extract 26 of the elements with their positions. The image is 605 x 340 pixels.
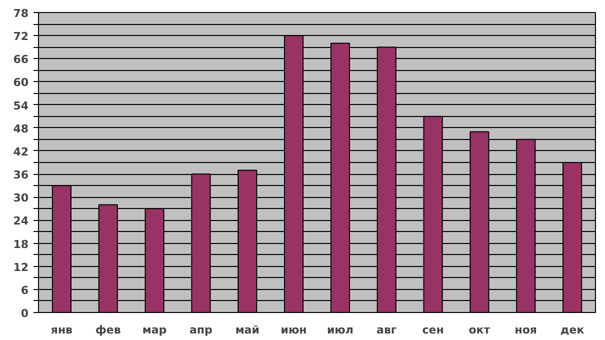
y-tick-label: 48 [13, 122, 29, 136]
y-tick-label: 78 [13, 7, 29, 20]
y-tick-label: 24 [13, 214, 29, 228]
x-tick-label: мар [142, 324, 167, 336]
y-tick-label: 18 [13, 238, 29, 251]
x-tick-label: фев [95, 324, 121, 336]
y-tick-label: 6 [20, 284, 29, 297]
x-tick-label: ноя [514, 324, 537, 336]
y-tick-label: 54 [13, 99, 29, 112]
x-tick-label: окт [468, 324, 491, 336]
y-tick-label: 0 [20, 307, 29, 320]
x-tick-label: дек [560, 324, 585, 336]
x-tick-label: авг [376, 324, 397, 336]
y-tick-label: 60 [13, 76, 29, 90]
y-tick-label: 72 [13, 30, 29, 44]
x-tick-label: сен [422, 324, 444, 336]
x-tick-label: янв [50, 324, 73, 336]
x-tick-label: апр [190, 324, 213, 336]
y-tick-label: 36 [13, 168, 29, 182]
y-tick-label: 30 [13, 192, 29, 205]
x-tick-label: июл [326, 324, 354, 336]
y-tick-label: 12 [13, 260, 29, 274]
y-tick-label: 66 [13, 53, 29, 66]
x-tick-label: июн [280, 324, 307, 336]
x-tick-label: май [235, 324, 260, 336]
y-tick-label: 42 [13, 145, 29, 158]
